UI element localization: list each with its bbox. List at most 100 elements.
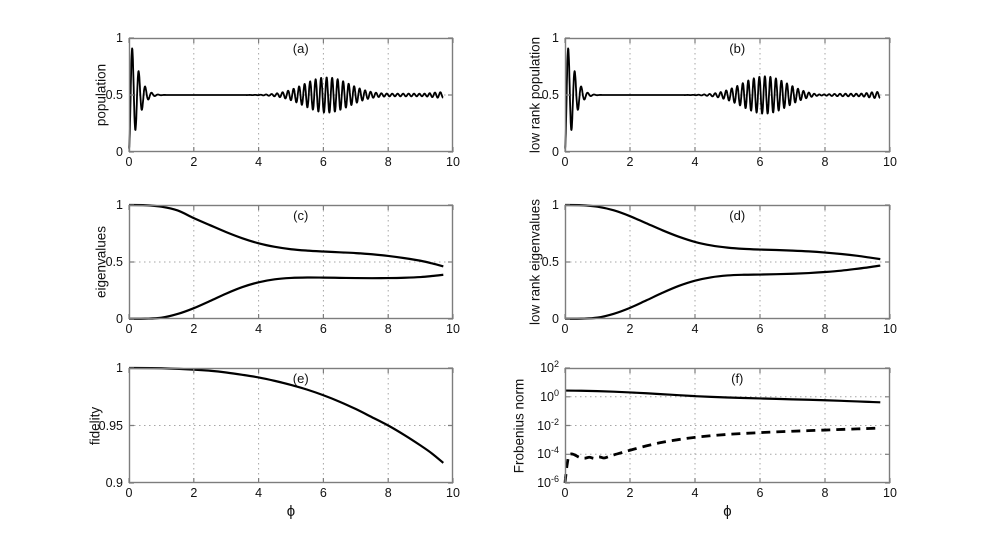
axes-box	[564, 37, 891, 153]
x-tick-label: 0	[125, 155, 133, 169]
x-tick-label: 4	[691, 486, 699, 500]
y-axis-title-low-rank-eigenvalues: low rank eigenvalues	[527, 198, 543, 326]
y-tick-label: 0	[116, 145, 123, 159]
x-tick-label: 10	[446, 155, 460, 169]
x-tick-label: 2	[190, 155, 198, 169]
y-tick-label: 0	[552, 145, 559, 159]
eigenvalue-lower-curve	[128, 273, 444, 320]
y-tick-label: 0.5	[105, 88, 123, 102]
x-tick-label: 8	[384, 155, 392, 169]
plot-area-frobenius-norm	[563, 367, 891, 484]
x-tick-label: 6	[319, 322, 327, 336]
population-curve	[128, 47, 444, 149]
plot-area-low-rank-population	[564, 37, 891, 153]
low-rank-eigenvalue-lower-curve	[564, 264, 881, 320]
y-tick-label: 0.95	[98, 418, 123, 433]
x-tick-label: 2	[626, 486, 634, 500]
x-tick-label: 8	[384, 322, 392, 336]
plot-area-population	[128, 37, 454, 153]
x-tick-label: 8	[821, 155, 829, 169]
x-tick-label: 0	[561, 155, 569, 169]
x-axis-title-phi-left: ϕ	[286, 503, 296, 520]
panel-label-b: (b)	[729, 41, 746, 56]
x-tick-label: 4	[255, 486, 263, 500]
subplot-low-rank-eigenvalues: (d) low rank eigenvalues 0 2 4 6 8 10 0 0.5 1	[528, 198, 897, 336]
x-tick-label: 6	[756, 155, 764, 169]
x-tick-label: 0	[125, 322, 133, 336]
low-rank-population-curve	[564, 47, 881, 149]
y-tick-label: 1	[116, 31, 123, 45]
x-tick-label: 4	[691, 322, 699, 336]
gridlines	[565, 368, 890, 483]
gridlines	[565, 205, 890, 319]
subplot-eigenvalues: (c) eigenvalues 0 2 4 6 8 10 0 0.5 1	[94, 198, 460, 336]
y-tick-label: 1	[552, 31, 559, 45]
frobenius-norm-dashed-curve	[563, 426, 881, 484]
y-tick-label: 0.5	[541, 88, 559, 102]
x-tick-label: 8	[821, 322, 829, 336]
low-rank-eigenvalue-upper-curve	[564, 203, 881, 261]
subplot-fidelity: (e) fidelity ϕ 0 2 4 6 8 10 0.9 0.95 1	[88, 361, 460, 520]
axes-box	[564, 367, 891, 484]
x-tick-label: 4	[255, 322, 263, 336]
axes-box	[128, 367, 454, 484]
x-tick-label: 2	[190, 322, 198, 336]
y-tick-label: 0.9	[105, 476, 123, 490]
panel-label-d: (d)	[729, 208, 746, 223]
panel-label-c: (c)	[293, 208, 309, 223]
axes-box	[128, 37, 454, 153]
frobenius-norm-solid-curve	[564, 389, 881, 404]
y-axis-title-population: population	[93, 63, 109, 127]
x-tick-label: 10	[446, 322, 460, 336]
x-tick-label: 6	[756, 486, 764, 500]
axes-box	[128, 204, 454, 320]
y-tick-label: 100	[540, 387, 559, 404]
y-axis-title-frobenius-norm: Frobenius norm	[511, 378, 527, 473]
x-tick-label: 0	[125, 486, 133, 500]
y-axis-title-eigenvalues: eigenvalues	[93, 225, 109, 299]
x-tick-label: 4	[255, 155, 263, 169]
panel-label-f: (f)	[731, 371, 744, 386]
x-axis-title-phi-right: ϕ	[723, 503, 732, 520]
gridlines	[129, 205, 453, 319]
x-tick-label: 6	[756, 322, 764, 336]
x-tick-label: 10	[446, 486, 460, 500]
x-tick-label: 0	[561, 322, 569, 336]
y-tick-label: 0.5	[541, 255, 559, 269]
y-tick-label: 0.5	[105, 255, 123, 269]
y-tick-label: 1	[116, 198, 123, 212]
y-tick-label: 10-6	[537, 473, 559, 490]
x-tick-label: 2	[626, 155, 634, 169]
x-tick-label: 10	[883, 322, 897, 336]
x-tick-label: 6	[319, 486, 327, 500]
y-tick-label: 10-2	[537, 416, 559, 433]
x-tick-label: 10	[883, 486, 897, 500]
x-tick-label: 8	[821, 486, 829, 500]
y-axis-title-low-rank-population: low rank population	[527, 36, 543, 154]
subplot-low-rank-population: (b) low rank population 0 2 4 6 8 10 0 0.5 1	[528, 31, 897, 169]
plot-area-low-rank-eigenvalues	[564, 203, 891, 320]
y-tick-label: 1	[116, 361, 123, 375]
plot-area-eigenvalues	[128, 203, 454, 320]
panel-label-a: (a)	[292, 41, 309, 56]
x-tick-label: 2	[626, 322, 634, 336]
x-tick-label: 6	[319, 155, 327, 169]
x-tick-label: 2	[190, 486, 198, 500]
y-tick-label: 102	[540, 358, 559, 375]
y-tick-label: 1	[552, 198, 559, 212]
y-tick-label: 0	[552, 312, 559, 326]
x-tick-label: 8	[384, 486, 392, 500]
y-axis-title-fidelity: fidelity	[87, 406, 103, 445]
fidelity-curve	[128, 366, 445, 464]
axes-box	[564, 204, 891, 320]
y-tick-label: 10-4	[537, 445, 559, 462]
panel-label-e: (e)	[292, 371, 309, 386]
subplot-population: (a) population 0 2 4 6 8 10 0 0.5 1	[94, 31, 460, 169]
x-tick-label: 10	[883, 155, 897, 169]
subplot-frobenius-norm: (f) Frobenius norm ϕ 0 2 4 6 8 10 102 100 10-2 10…	[512, 359, 897, 520]
x-tick-label: 0	[561, 486, 569, 500]
x-tick-label: 4	[691, 155, 699, 169]
eigenvalue-upper-curve	[128, 203, 444, 268]
y-tick-label: 0	[116, 312, 123, 326]
